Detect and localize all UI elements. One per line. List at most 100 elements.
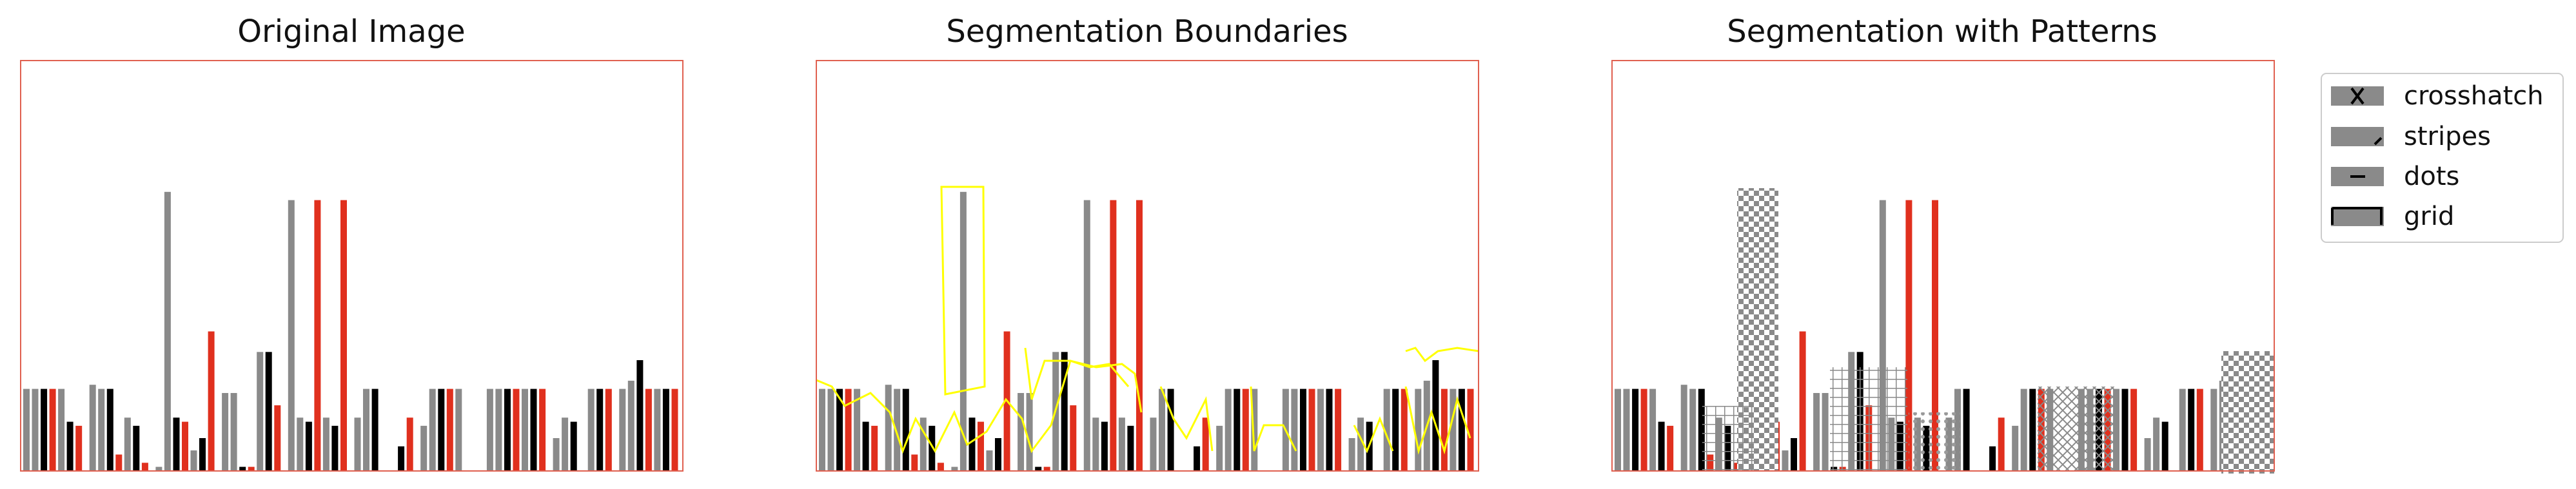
- bar: [937, 463, 944, 471]
- bar: [995, 438, 1001, 471]
- bar: [1242, 388, 1249, 471]
- bar: [1401, 388, 1408, 471]
- panel-bars: [23, 191, 678, 471]
- bar: [49, 388, 56, 471]
- bar: [314, 200, 321, 471]
- bar: [1043, 466, 1050, 471]
- bar: [438, 388, 445, 471]
- bar: [2188, 388, 2195, 471]
- bar: [1658, 421, 1665, 471]
- bar: [248, 466, 255, 471]
- boundary-line: [1353, 416, 1394, 454]
- legend-item-grid: grid: [2331, 202, 2454, 231]
- bar: [155, 466, 162, 471]
- bar: [406, 417, 413, 471]
- bar: [978, 421, 984, 471]
- bar: [297, 417, 304, 471]
- bar: [2196, 388, 2203, 471]
- bar: [1822, 393, 1829, 471]
- bar: [2121, 388, 2129, 471]
- bar: [827, 388, 834, 471]
- bar: [662, 388, 669, 471]
- legend-swatch: [2331, 207, 2384, 226]
- stripes-icon: [2374, 137, 2383, 146]
- bar: [1467, 388, 1474, 471]
- legend-label: dots: [2404, 162, 2459, 191]
- bar: [230, 393, 237, 471]
- boundary-line: [940, 186, 986, 396]
- bar: [141, 463, 148, 471]
- bar: [133, 425, 140, 471]
- bar: [1698, 388, 1705, 471]
- bar: [199, 438, 206, 471]
- bar: [1083, 200, 1090, 471]
- bar: [66, 421, 74, 471]
- bar: [98, 388, 105, 471]
- bar: [894, 388, 901, 471]
- panel-bars: [819, 191, 1474, 471]
- bar: [1159, 388, 1165, 471]
- bar: [1291, 388, 1298, 471]
- bar: [265, 352, 272, 471]
- legend-label: stripes: [2404, 122, 2491, 151]
- bar: [322, 417, 329, 471]
- bar: [929, 425, 936, 471]
- bar: [1989, 446, 1996, 471]
- bar: [2029, 388, 2036, 471]
- bar: [587, 388, 595, 471]
- bar: [968, 417, 976, 471]
- legend-box: [2321, 73, 2564, 243]
- panel-title: Segmentation Boundaries: [946, 14, 1348, 50]
- bar: [1127, 425, 1134, 471]
- bar: [919, 417, 927, 471]
- bar: [885, 385, 892, 471]
- bar: [58, 388, 65, 471]
- bar: [1326, 388, 1333, 471]
- bar: [288, 200, 295, 471]
- bar: [363, 388, 369, 471]
- bar: [1458, 388, 1465, 471]
- bar: [446, 388, 453, 471]
- bar: [2210, 388, 2217, 471]
- bar: [1300, 388, 1306, 471]
- bar: [1623, 388, 1630, 471]
- boundary-line: [1159, 386, 1214, 452]
- bar: [1026, 393, 1033, 471]
- bar: [1615, 388, 1621, 471]
- bar: [605, 388, 612, 471]
- legend-label: grid: [2404, 202, 2454, 231]
- bar: [1667, 425, 1674, 471]
- bar: [1440, 388, 1448, 471]
- bar: [1689, 388, 1696, 471]
- legend-label: crosshatch: [2404, 81, 2544, 111]
- bar: [862, 421, 869, 471]
- bar: [986, 450, 993, 471]
- bar: [371, 388, 379, 471]
- bar: [1216, 425, 1223, 471]
- bar: [530, 388, 537, 471]
- bar: [596, 388, 604, 471]
- bar: [190, 450, 197, 471]
- bar: [1061, 352, 1068, 471]
- bar: [504, 388, 511, 471]
- bar: [1167, 388, 1174, 471]
- bar: [1035, 466, 1042, 471]
- bar: [75, 425, 83, 471]
- bar: [636, 360, 644, 471]
- bar: [222, 393, 229, 471]
- bar: [274, 405, 281, 471]
- bar: [2113, 388, 2119, 471]
- bar: [1251, 388, 1258, 471]
- bar: [645, 388, 652, 471]
- bar: [2130, 388, 2138, 471]
- pattern-overlay: [1702, 406, 1754, 470]
- bar: [305, 421, 312, 471]
- bar: [1335, 388, 1342, 471]
- crosshatch-icon: [2350, 87, 2365, 105]
- bar: [1092, 417, 1099, 471]
- panel-boundaries: Segmentation Boundaries: [816, 14, 1479, 472]
- bar: [871, 425, 878, 471]
- bar: [32, 388, 39, 471]
- boundary-line: [1404, 386, 1471, 455]
